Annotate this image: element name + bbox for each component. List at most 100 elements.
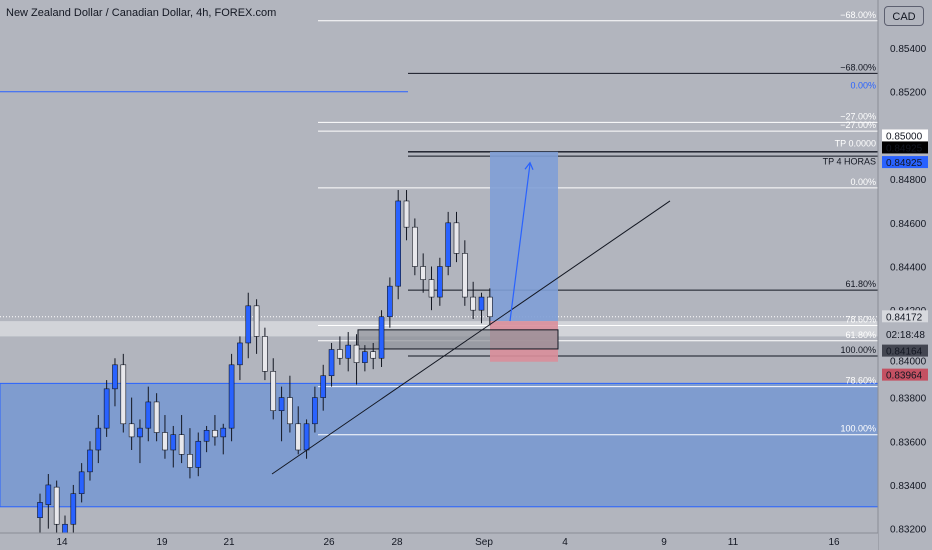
candle-body [245, 305, 252, 344]
candle [362, 345, 368, 372]
trendline [271, 200, 671, 475]
price-label: 0.84925 [886, 158, 923, 169]
candle [412, 218, 418, 276]
candle [95, 415, 102, 464]
candle [270, 358, 277, 420]
price-axis [878, 0, 932, 550]
candle [295, 406, 302, 455]
candle [153, 393, 160, 442]
candle-body [262, 336, 268, 372]
candle [170, 425, 177, 468]
fib-label: 78.60% [845, 314, 876, 324]
candle-body [453, 222, 460, 254]
x-tick-label: 26 [323, 537, 335, 548]
candle-body [187, 454, 193, 468]
candle-body [162, 432, 168, 451]
candle-body [345, 344, 352, 359]
candle [187, 428, 193, 479]
y-tick-label: 0.84600 [890, 219, 927, 230]
candle [353, 334, 360, 385]
candle-body [212, 430, 218, 438]
candle-body [87, 449, 93, 473]
candle-body [303, 423, 310, 451]
candle [195, 432, 202, 477]
tp-text: TP 4 HORAS [823, 157, 876, 167]
candle-body [362, 351, 368, 363]
candle [420, 253, 426, 293]
y-tick-label: 0.84000 [890, 356, 927, 367]
price-label: 0.84164 [886, 347, 923, 358]
fib-label: −27.00% [840, 111, 876, 121]
fib-label: 0.00% [850, 177, 876, 187]
candle-body [95, 427, 102, 451]
y-tick-label: 0.83600 [890, 437, 927, 448]
candle-body [53, 486, 60, 525]
candle [453, 211, 460, 263]
candle-body [220, 427, 227, 438]
candle-body [128, 423, 135, 438]
candle-body [278, 397, 285, 411]
x-tick-label: 11 [728, 537, 739, 548]
candle [403, 190, 410, 241]
candle [145, 386, 152, 442]
price-label: 0.84172 [886, 312, 923, 323]
candle-body [328, 349, 335, 377]
candle-body [437, 266, 443, 298]
candle-body [470, 296, 476, 311]
candle [378, 310, 385, 367]
projection-arrow-head [524, 161, 534, 170]
price-label-bg [882, 156, 928, 169]
candle-body [137, 427, 143, 438]
candle [487, 288, 493, 326]
fib-label: 78.60% [845, 376, 876, 386]
y-tick-label: 0.83400 [890, 481, 927, 492]
candle [245, 292, 252, 359]
y-tick-label: 0.84800 [890, 175, 927, 186]
candle [312, 386, 318, 433]
candle-body [378, 316, 385, 359]
candle [128, 397, 135, 450]
chart-title: New Zealand Dollar / Canadian Dollar, 4h… [6, 7, 277, 19]
candle [70, 484, 77, 533]
candle [428, 266, 435, 311]
candle [262, 327, 268, 381]
candle [87, 441, 93, 481]
candle-body [403, 200, 410, 228]
fib-label: 100.00% [840, 345, 876, 355]
projection-arrow [509, 163, 531, 322]
fib-label: 100.00% [840, 424, 876, 434]
fib-label: 61.80% [845, 330, 876, 340]
x-tick-label: 14 [56, 537, 68, 548]
candle [337, 336, 343, 365]
candle-body [145, 401, 152, 429]
candle-body [70, 493, 77, 525]
x-tick-label: 4 [562, 537, 568, 548]
candle [178, 415, 185, 464]
x-tick-label: 19 [156, 537, 168, 548]
candle [278, 386, 285, 442]
x-tick-label: 28 [391, 537, 403, 548]
candle [470, 281, 476, 319]
countdown-label: 02:18:48 [886, 330, 925, 341]
candle-body [312, 397, 318, 425]
candle-body [487, 296, 493, 318]
candle-body [270, 371, 277, 411]
candle [162, 415, 168, 459]
candle-body [237, 342, 243, 366]
candle [237, 336, 243, 381]
fib-label: −27.00% [840, 120, 876, 130]
candle [320, 364, 327, 411]
candle-body [478, 296, 485, 311]
currency-button[interactable]: CAD [884, 6, 924, 26]
candle [478, 292, 485, 324]
candle-body [353, 344, 360, 363]
candle-body [178, 434, 185, 455]
fib-label: −68.00% [840, 62, 876, 72]
candle [45, 474, 52, 529]
fib-label: −68.00% [840, 10, 876, 20]
price-label: 0.85000 [886, 131, 923, 142]
x-tick-label: 9 [661, 537, 667, 548]
candle [78, 463, 85, 503]
